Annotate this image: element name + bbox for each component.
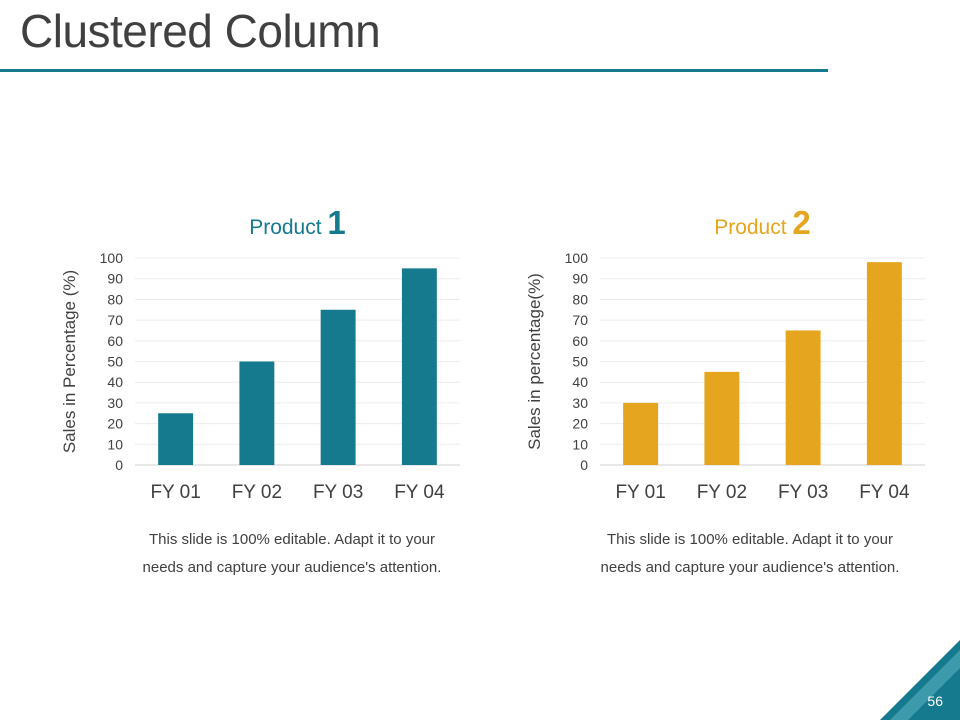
y-tick-label: 10 [572,436,588,452]
page-number: 56 [927,693,943,709]
y-tick-label: 30 [107,395,123,411]
caption-line-1: This slide is 100% editable. Adapt it to… [149,531,435,548]
corner-triangle [880,640,960,720]
corner-stripe [890,650,960,720]
y-tick-label: 80 [572,291,588,307]
y-tick-label: 70 [572,312,588,328]
y-tick-label: 20 [572,416,588,432]
chart-title: Product 2 [714,204,811,241]
slide-title: Clustered Column [20,5,381,57]
y-tick-label: 50 [107,354,123,370]
bar-fy-04 [866,262,902,465]
x-category-label: FY 01 [150,482,200,503]
y-tick-label: 80 [107,291,123,307]
x-category-label: FY 02 [697,482,747,503]
chart-title-number: 1 [327,204,345,241]
title-divider [0,69,828,72]
y-tick-label: 0 [115,457,123,473]
y-tick-label: 90 [572,271,588,287]
y-tick-label: 70 [107,312,123,328]
x-category-label: FY 04 [394,482,445,503]
caption-product-1: This slide is 100% editable. Adapt it to… [112,526,472,582]
y-tick-label: 40 [107,374,123,390]
chart-title: Product 1 [249,204,346,241]
y-tick-label: 90 [107,271,123,287]
x-category-label: FY 04 [859,482,910,503]
chart-product-1: Product 1 0 10 20 30 40 50 60 70 80 90 100 Sales in … [50,190,470,510]
chart-product-2: Product 2 0 10 20 30 40 50 60 70 80 90 100 Sales in … [515,190,935,510]
x-category-label: FY 03 [313,482,363,503]
bar-fy-03 [785,330,821,465]
page-corner-decoration [880,640,960,720]
x-category-label: FY 02 [232,482,282,503]
x-category-label: FY 03 [778,482,828,503]
y-tick-label: 0 [580,457,588,473]
y-tick-label: 60 [572,333,588,349]
bar-fy-03 [320,309,356,465]
y-axis-label: Sales in percentage(%) [525,273,544,450]
y-tick-label: 50 [572,354,588,370]
y-tick-label: 20 [107,416,123,432]
chart-title-text: Product [714,216,792,239]
y-tick-label: 100 [100,250,124,266]
bar-fy-01 [158,413,194,465]
y-tick-label: 40 [572,374,588,390]
bar-fy-04 [401,268,437,465]
y-tick-label: 10 [107,436,123,452]
chart-title-number: 2 [792,204,810,241]
bar-fy-01 [623,402,659,465]
bar-fy-02 [704,371,740,465]
y-tick-label: 60 [107,333,123,349]
x-category-label: FY 01 [615,482,665,503]
y-axis-label: Sales in Percentage (%) [60,270,79,453]
caption-line-2: needs and capture your audience's attent… [600,559,900,576]
chart-title-text: Product [249,216,327,239]
y-tick-label: 100 [565,250,589,266]
caption-line-1: This slide is 100% editable. Adapt it to… [607,531,893,548]
caption-line-2: needs and capture your audience's attent… [142,559,442,576]
bar-fy-02 [239,361,275,465]
y-tick-label: 30 [572,395,588,411]
caption-product-2: This slide is 100% editable. Adapt it to… [570,526,930,582]
